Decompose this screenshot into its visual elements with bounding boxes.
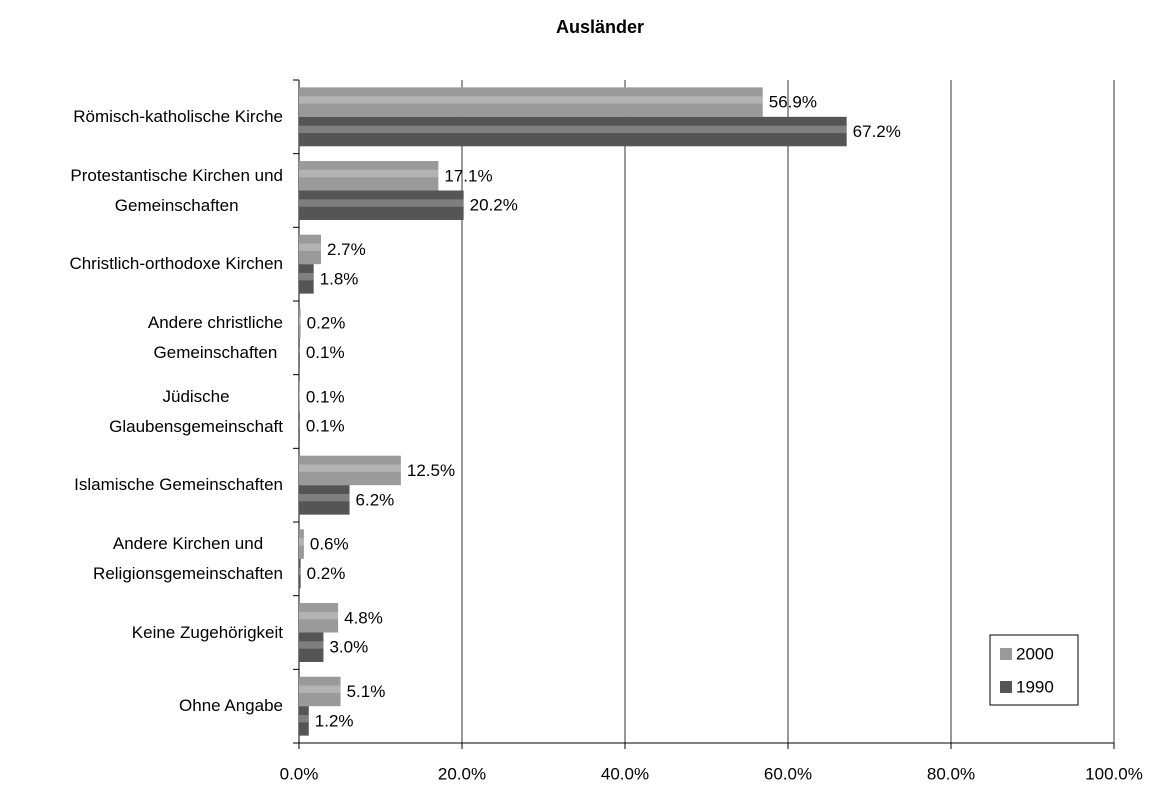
x-tick-label: 20.0% <box>438 764 486 783</box>
bar <box>299 87 763 117</box>
data-label: 0.6% <box>310 535 349 554</box>
legend-swatch <box>1000 681 1012 693</box>
y-tick-text: Protestantische Kirchen und Gemeinschaft… <box>70 165 283 215</box>
data-label: 4.8% <box>344 608 383 627</box>
y-tick-label: Ohne Angabe <box>0 691 283 721</box>
bar-highlight <box>299 199 464 207</box>
data-label: 67.2% <box>853 122 901 141</box>
bar-highlight <box>299 390 300 399</box>
bar-highlight <box>299 567 301 576</box>
y-tick-text: Andere christliche Gemeinschaften <box>147 312 283 362</box>
bar <box>299 485 350 515</box>
bar <box>299 234 322 265</box>
y-tick-text: Ohne Angabe <box>179 696 283 716</box>
y-tick-label: Andere christliche Gemeinschaften <box>0 308 283 368</box>
chart-title: Ausländer <box>556 17 644 37</box>
bar-highlight <box>299 464 401 472</box>
bar <box>299 382 300 412</box>
y-tick-text: Jüdische Glaubensgemeinschaft <box>109 386 283 436</box>
bar <box>299 558 301 589</box>
y-tick-label: Keine Zugehörigkeit <box>0 618 283 648</box>
bar-highlight <box>299 125 847 134</box>
bar <box>299 706 309 736</box>
bar <box>299 161 439 191</box>
data-label: 0.2% <box>307 314 346 333</box>
bar <box>299 632 324 662</box>
bar-highlight <box>299 420 300 428</box>
bar-highlight <box>299 96 763 104</box>
bar-highlight <box>299 641 324 649</box>
data-label: 20.2% <box>470 196 518 215</box>
bar-highlight <box>299 715 309 723</box>
y-tick-label: Römisch-katholische Kirche <box>0 102 283 132</box>
y-tick-label: Islamische Gemeinschaften <box>0 470 283 500</box>
bar-highlight <box>299 611 339 620</box>
legend-label: 2000 <box>1016 644 1054 663</box>
x-tick-label: 80.0% <box>927 764 975 783</box>
y-tick-text: Römisch-katholische Kirche <box>73 106 283 126</box>
bar-highlight <box>299 346 300 355</box>
bar-highlight <box>299 317 301 325</box>
data-label: 0.1% <box>306 343 345 362</box>
x-tick-label: 0.0% <box>280 764 319 783</box>
bar <box>299 116 847 147</box>
bar <box>299 308 301 338</box>
data-label: 1.8% <box>320 269 359 288</box>
legend-box <box>989 634 1079 706</box>
bar <box>299 529 304 559</box>
data-label: 56.9% <box>769 93 817 112</box>
data-label: 0.1% <box>306 387 345 406</box>
bar-highlight <box>299 685 341 693</box>
bar <box>299 411 300 441</box>
data-label: 1.2% <box>315 711 354 730</box>
bar-highlight <box>299 494 350 502</box>
y-tick-text: Islamische Gemeinschaften <box>74 475 283 495</box>
data-label: 3.0% <box>329 638 368 657</box>
bar-highlight <box>299 538 304 546</box>
bar <box>299 264 314 294</box>
data-label: 17.1% <box>444 166 492 185</box>
bar-highlight <box>299 169 439 178</box>
y-tick-text: Andere Kirchen und Religionsgemeinschaft… <box>93 533 283 583</box>
bar <box>299 676 341 707</box>
y-tick-label: Christlich-orthodoxe Kirchen <box>0 249 283 279</box>
y-tick-label: Jüdische Glaubensgemeinschaft <box>0 382 283 442</box>
data-label: 2.7% <box>327 240 366 259</box>
y-tick-text: Christlich-orthodoxe Kirchen <box>69 254 283 274</box>
x-tick-label: 40.0% <box>601 764 649 783</box>
y-tick-label: Andere Kirchen und Religionsgemeinschaft… <box>0 529 283 589</box>
bar <box>299 603 339 633</box>
data-label: 5.1% <box>347 682 386 701</box>
y-tick-label: Protestantische Kirchen und Gemeinschaft… <box>0 161 283 221</box>
x-tick-label: 60.0% <box>764 764 812 783</box>
legend-label: 1990 <box>1016 677 1054 696</box>
x-tick-label: 100.0% <box>1085 764 1143 783</box>
bar <box>299 190 464 220</box>
bar <box>299 455 401 486</box>
bar-highlight <box>299 243 322 251</box>
data-label: 6.2% <box>356 490 395 509</box>
bar-highlight <box>299 273 314 281</box>
data-label: 0.1% <box>306 417 345 436</box>
y-tick-text: Keine Zugehörigkeit <box>131 622 283 642</box>
data-label: 0.2% <box>307 564 346 583</box>
legend-swatch <box>1000 648 1012 660</box>
bar <box>299 337 300 368</box>
data-label: 12.5% <box>407 461 455 480</box>
